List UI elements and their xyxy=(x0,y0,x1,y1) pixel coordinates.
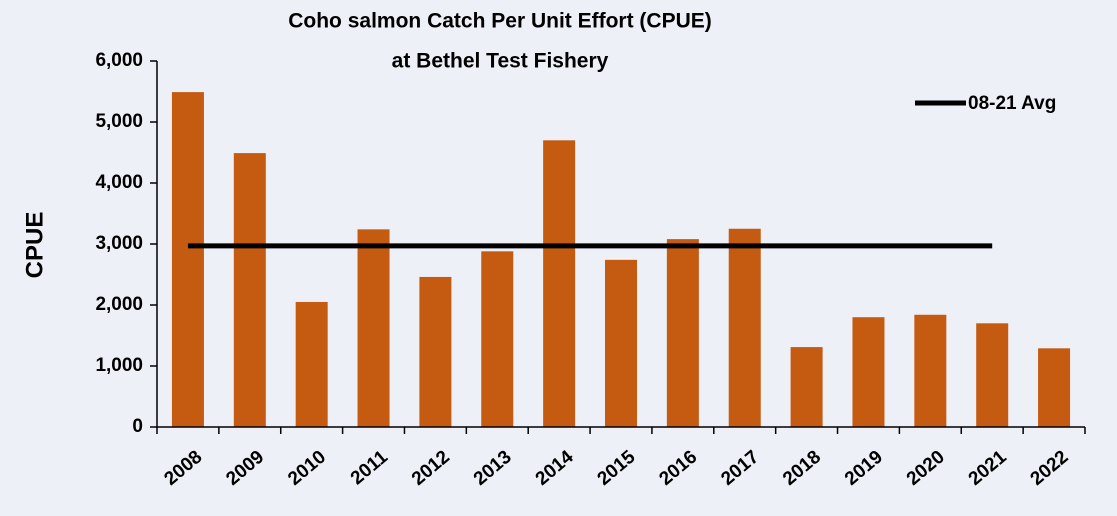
x-tick-label: 2012 xyxy=(408,447,454,490)
x-tick-label: 2022 xyxy=(1027,447,1073,490)
bar xyxy=(1038,348,1071,427)
y-tick-label: 3,000 xyxy=(95,233,143,254)
x-tick-label: 2017 xyxy=(717,447,763,490)
bar xyxy=(605,259,637,427)
bar xyxy=(295,301,328,427)
legend-label: 08-21 Avg xyxy=(968,93,1056,114)
y-tick-label: 4,000 xyxy=(95,172,143,193)
x-tick-label: 2015 xyxy=(594,446,640,490)
x-tick-label: 2019 xyxy=(841,447,887,490)
bar xyxy=(543,140,576,428)
bar xyxy=(728,228,761,427)
x-tick-label: 2016 xyxy=(655,447,701,490)
bar xyxy=(357,229,390,427)
bar xyxy=(852,317,885,427)
bar xyxy=(171,92,204,428)
y-tick-label: 2,000 xyxy=(95,294,143,315)
y-tick-label: 5,000 xyxy=(95,111,143,132)
bar xyxy=(666,239,699,427)
x-tick-label: 2013 xyxy=(470,447,516,490)
x-tick-label: 2020 xyxy=(903,447,949,490)
y-tick-label: 1,000 xyxy=(95,355,143,376)
chart-title: at Bethel Test Fishery xyxy=(392,50,609,73)
x-tick-label: 2010 xyxy=(284,447,330,490)
y-tick-label: 6,000 xyxy=(95,50,143,71)
bar xyxy=(481,251,514,427)
bar xyxy=(790,347,823,427)
x-tick-label: 2021 xyxy=(965,446,1011,490)
y-tick-label: 0 xyxy=(132,416,143,437)
y-axis-label: CPUE xyxy=(21,212,48,279)
bar xyxy=(914,314,947,427)
bar xyxy=(233,153,266,428)
bar xyxy=(419,276,452,427)
bar xyxy=(976,323,1009,427)
chart-title: Coho salmon Catch Per Unit Effort (CPUE) xyxy=(288,10,712,33)
x-tick-label: 2008 xyxy=(160,447,206,490)
x-tick-label: 2014 xyxy=(532,446,578,490)
x-tick-label: 2009 xyxy=(222,447,268,490)
x-tick-label: 2011 xyxy=(347,446,392,489)
x-tick-label: 2018 xyxy=(779,447,825,490)
